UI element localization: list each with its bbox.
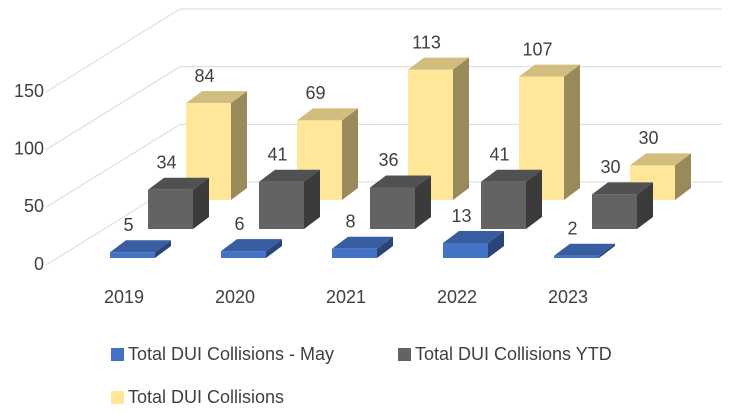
bar-front — [443, 243, 488, 258]
bar-side — [266, 239, 282, 258]
data-label: 107 — [522, 39, 552, 59]
data-label: 41 — [267, 144, 287, 164]
bar-side — [599, 243, 615, 258]
bar-side — [564, 64, 580, 201]
bar-front — [110, 252, 155, 258]
bar-top — [408, 57, 469, 70]
bar-top — [630, 153, 691, 166]
x-tick-label: 2021 — [326, 287, 366, 307]
bar-top — [481, 169, 542, 182]
bar — [592, 182, 653, 229]
bar-side — [155, 240, 171, 258]
legend-swatch — [111, 391, 124, 404]
bar-side — [342, 108, 358, 200]
data-label: 36 — [378, 150, 398, 170]
data-label: 113 — [412, 32, 441, 52]
data-label: 69 — [305, 83, 325, 103]
y-tick-label: 150 — [14, 81, 44, 101]
bar-top — [443, 231, 504, 244]
data-label: 5 — [123, 215, 133, 235]
data-label: 13 — [451, 206, 471, 226]
bar-top — [370, 175, 431, 188]
y-tick-label: 100 — [14, 138, 44, 158]
bar-side — [637, 182, 653, 229]
bar-side — [231, 91, 247, 200]
bar — [148, 177, 209, 229]
bar — [259, 169, 320, 229]
bar — [110, 240, 171, 258]
bar — [443, 231, 504, 258]
legend-label: Total DUI Collisions — [128, 387, 284, 407]
grid-line — [45, 8, 722, 93]
bar-top — [110, 240, 171, 253]
bar — [221, 239, 282, 258]
data-label: 8 — [345, 212, 355, 232]
bar-front — [332, 248, 377, 258]
bar-side — [304, 169, 320, 229]
legend-swatch — [398, 348, 411, 361]
bar-top — [186, 91, 247, 104]
bar-side — [193, 177, 209, 229]
bar-side — [415, 175, 431, 229]
bar-front — [370, 187, 415, 229]
data-label: 34 — [156, 153, 176, 173]
bar-front — [554, 255, 599, 258]
y-tick-label: 0 — [34, 254, 44, 274]
data-label: 2 — [567, 218, 577, 238]
bar-top — [297, 108, 358, 121]
data-label: 41 — [489, 144, 509, 164]
data-label: 30 — [600, 157, 620, 177]
y-tick-label: 50 — [24, 196, 44, 216]
bar-side — [526, 169, 542, 229]
bar-top — [332, 236, 393, 249]
data-label: 84 — [194, 66, 214, 86]
bar — [370, 175, 431, 229]
x-tick-label: 2023 — [548, 287, 588, 307]
bar-top — [592, 182, 653, 195]
bar-front — [592, 194, 637, 229]
bar — [554, 243, 615, 258]
bar-side — [675, 153, 691, 200]
bar — [332, 236, 393, 258]
data-label: 30 — [638, 128, 658, 148]
bar-side — [453, 57, 469, 200]
x-tick-label: 2022 — [437, 287, 477, 307]
x-tick-label: 2019 — [104, 287, 144, 307]
x-tick-label: 2020 — [215, 287, 255, 307]
bar-top — [554, 243, 615, 256]
bar-top — [259, 169, 320, 182]
legend-label: Total DUI Collisions YTD — [415, 344, 612, 364]
bar-front — [148, 189, 193, 229]
bar-top — [148, 177, 209, 190]
bar-side — [377, 236, 393, 258]
bar — [481, 169, 542, 229]
bar-front — [259, 181, 304, 229]
bar-front — [481, 181, 526, 229]
legend-swatch — [111, 348, 124, 361]
bar-front — [221, 251, 266, 258]
bar-side — [488, 231, 504, 258]
grid-line — [45, 66, 722, 151]
data-label: 6 — [234, 214, 244, 234]
legend-label: Total DUI Collisions - May — [128, 344, 334, 364]
bar-top — [221, 239, 282, 252]
bar-top — [519, 64, 580, 77]
